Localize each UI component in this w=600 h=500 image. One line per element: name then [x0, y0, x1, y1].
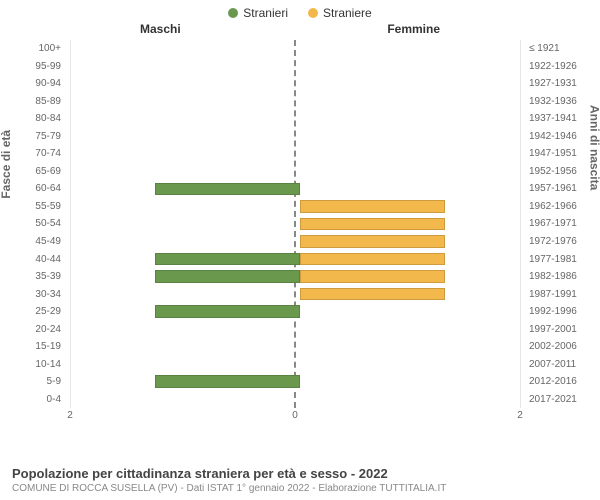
age-row: 65-69 1952-1956 [10, 163, 590, 181]
age-row: 55-59 1962-1966 [10, 198, 590, 216]
age-label: 85-89 [10, 96, 65, 107]
age-label: 25-29 [10, 306, 65, 317]
age-label: 30-34 [10, 289, 65, 300]
bar-male [155, 305, 300, 318]
birth-year-label: 1932-1936 [525, 96, 590, 107]
birth-year-label: 1987-1991 [525, 289, 590, 300]
legend-dot-male [228, 8, 238, 18]
age-row: 20-24 1997-2001 [10, 320, 590, 338]
age-row: 70-74 1947-1951 [10, 145, 590, 163]
age-row: 35-39 1982-1986 [10, 268, 590, 286]
legend-item-female: Straniere [308, 6, 372, 20]
x-tick: 2 [67, 410, 73, 421]
age-label: 20-24 [10, 324, 65, 335]
age-row: 15-19 2002-2006 [10, 338, 590, 356]
age-row: 0-4 2017-2021 [10, 390, 590, 408]
age-row: 90-94 1927-1931 [10, 75, 590, 93]
age-row: 5-9 2012-2016 [10, 373, 590, 391]
age-label: 15-19 [10, 341, 65, 352]
bar-female [300, 235, 445, 248]
age-row: 40-44 1977-1981 [10, 250, 590, 268]
bar-male [155, 270, 300, 283]
age-row: 45-49 1972-1976 [10, 233, 590, 251]
chart-footer: Popolazione per cittadinanza straniera p… [12, 466, 588, 494]
birth-year-label: 2002-2006 [525, 341, 590, 352]
age-row: 80-84 1937-1941 [10, 110, 590, 128]
bar-female [300, 218, 445, 231]
age-row: 10-14 2007-2011 [10, 355, 590, 373]
x-tick: 2 [517, 410, 523, 421]
legend-label-female: Straniere [323, 6, 372, 20]
age-row: 95-99 1922-1926 [10, 58, 590, 76]
bar-male [155, 375, 300, 388]
age-label: 50-54 [10, 218, 65, 229]
bar-male [155, 183, 300, 196]
age-label: 95-99 [10, 61, 65, 72]
birth-year-label: 1997-2001 [525, 324, 590, 335]
birth-year-label: 1962-1966 [525, 201, 590, 212]
x-tick: 0 [292, 410, 298, 421]
age-row: 60-64 1957-1961 [10, 180, 590, 198]
legend-item-male: Stranieri [228, 6, 288, 20]
bar-female [300, 270, 445, 283]
birth-year-label: 1967-1971 [525, 218, 590, 229]
birth-year-label: 1982-1986 [525, 271, 590, 282]
plot-region: 100+≤ 192195-991922-192690-941927-193185… [70, 40, 520, 408]
birth-year-label: 1992-1996 [525, 306, 590, 317]
column-header-female: Femmine [387, 22, 440, 36]
bar-female [300, 288, 445, 301]
chart-subtitle: COMUNE DI ROCCA SUSELLA (PV) - Dati ISTA… [12, 483, 588, 494]
birth-year-label: 1972-1976 [525, 236, 590, 247]
birth-year-label: 1927-1931 [525, 78, 590, 89]
age-label: 55-59 [10, 201, 65, 212]
legend-label-male: Stranieri [243, 6, 288, 20]
age-label: 35-39 [10, 271, 65, 282]
birth-year-label: 1977-1981 [525, 254, 590, 265]
birth-year-label: 1937-1941 [525, 113, 590, 124]
age-label: 10-14 [10, 359, 65, 370]
x-axis: 2 0 2 [70, 410, 520, 426]
age-row: 85-89 1932-1936 [10, 93, 590, 111]
age-label: 0-4 [10, 394, 65, 405]
birth-year-label: 2017-2021 [525, 394, 590, 405]
column-header-male: Maschi [140, 22, 181, 36]
age-row: 30-34 1987-1991 [10, 285, 590, 303]
bar-male [155, 253, 300, 266]
age-label: 65-69 [10, 166, 65, 177]
chart-area: Maschi Femmine Fasce di età Anni di nasc… [10, 22, 590, 430]
age-label: 90-94 [10, 78, 65, 89]
legend-dot-female [308, 8, 318, 18]
age-label: 100+ [10, 43, 65, 54]
birth-year-label: 1942-1946 [525, 131, 590, 142]
age-row: 100+ ≤ 1921 [10, 40, 590, 58]
birth-year-label: 2007-2011 [525, 359, 590, 370]
age-label: 45-49 [10, 236, 65, 247]
birth-year-label: 1947-1951 [525, 148, 590, 159]
birth-year-label: 1952-1956 [525, 166, 590, 177]
age-label: 75-79 [10, 131, 65, 142]
birth-year-label: ≤ 1921 [525, 43, 590, 54]
birth-year-label: 1957-1961 [525, 183, 590, 194]
age-label: 5-9 [10, 376, 65, 387]
age-label: 40-44 [10, 254, 65, 265]
chart-title: Popolazione per cittadinanza straniera p… [12, 466, 588, 481]
birth-year-label: 2012-2016 [525, 376, 590, 387]
age-row: 50-54 1967-1971 [10, 215, 590, 233]
age-row: 75-79 1942-1946 [10, 128, 590, 146]
bar-female [300, 253, 445, 266]
legend: Stranieri Straniere [0, 0, 600, 22]
age-label: 70-74 [10, 148, 65, 159]
age-label: 60-64 [10, 183, 65, 194]
bar-female [300, 200, 445, 213]
age-row: 25-29 1992-1996 [10, 303, 590, 321]
age-label: 80-84 [10, 113, 65, 124]
birth-year-label: 1922-1926 [525, 61, 590, 72]
